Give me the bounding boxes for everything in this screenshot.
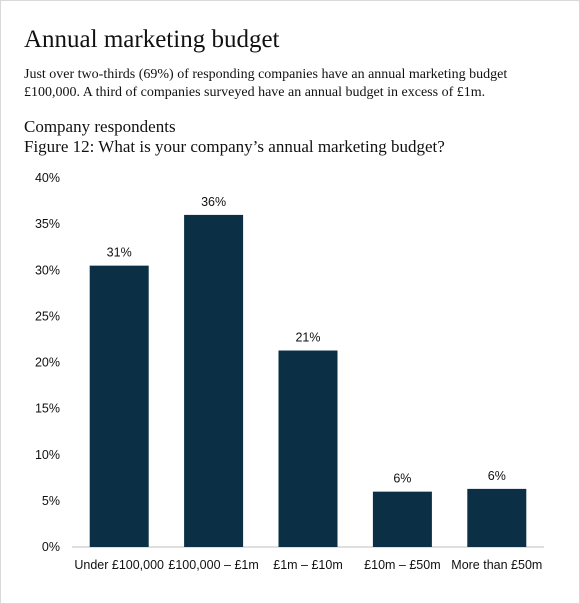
figure-title: Figure 12: What is your company’s annual… <box>24 137 445 156</box>
bar <box>372 491 432 547</box>
x-tick-label: Under £100,000 <box>74 558 164 572</box>
y-tick-label: 35% <box>35 217 60 231</box>
data-label: 36% <box>201 195 226 209</box>
bar <box>278 350 338 547</box>
x-tick-label: More than £50m <box>451 558 542 572</box>
data-label: 6% <box>393 472 411 486</box>
chart-subtitle: Company respondents <box>24 117 176 136</box>
y-tick-label: 10% <box>35 448 60 462</box>
x-tick-label: £10m – £50m <box>364 558 440 572</box>
y-tick-label: 0% <box>42 540 60 554</box>
bar <box>89 265 149 547</box>
x-tick-label: £1m – £10m <box>273 558 342 572</box>
y-tick-label: 25% <box>35 309 60 323</box>
data-label: 31% <box>107 246 132 260</box>
bar <box>467 488 527 547</box>
page-title: Annual marketing budget <box>24 26 280 53</box>
data-label: 6% <box>488 469 506 483</box>
bar-chart: 0% 5% 10% 15% 20% 25% 30% 35% 40% 31% Under £100,0… <box>35 171 544 572</box>
x-tick-label: £100,000 – £1m <box>168 558 258 572</box>
intro-paragraph: Just over two-thirds (69%) of responding… <box>24 67 508 100</box>
y-tick-label: 20% <box>35 356 60 370</box>
y-tick-label: 40% <box>35 171 60 185</box>
bar <box>184 214 244 547</box>
data-label: 21% <box>295 331 320 345</box>
y-tick-label: 15% <box>35 402 60 416</box>
y-tick-label: 30% <box>35 263 60 277</box>
y-tick-label: 5% <box>42 494 60 508</box>
